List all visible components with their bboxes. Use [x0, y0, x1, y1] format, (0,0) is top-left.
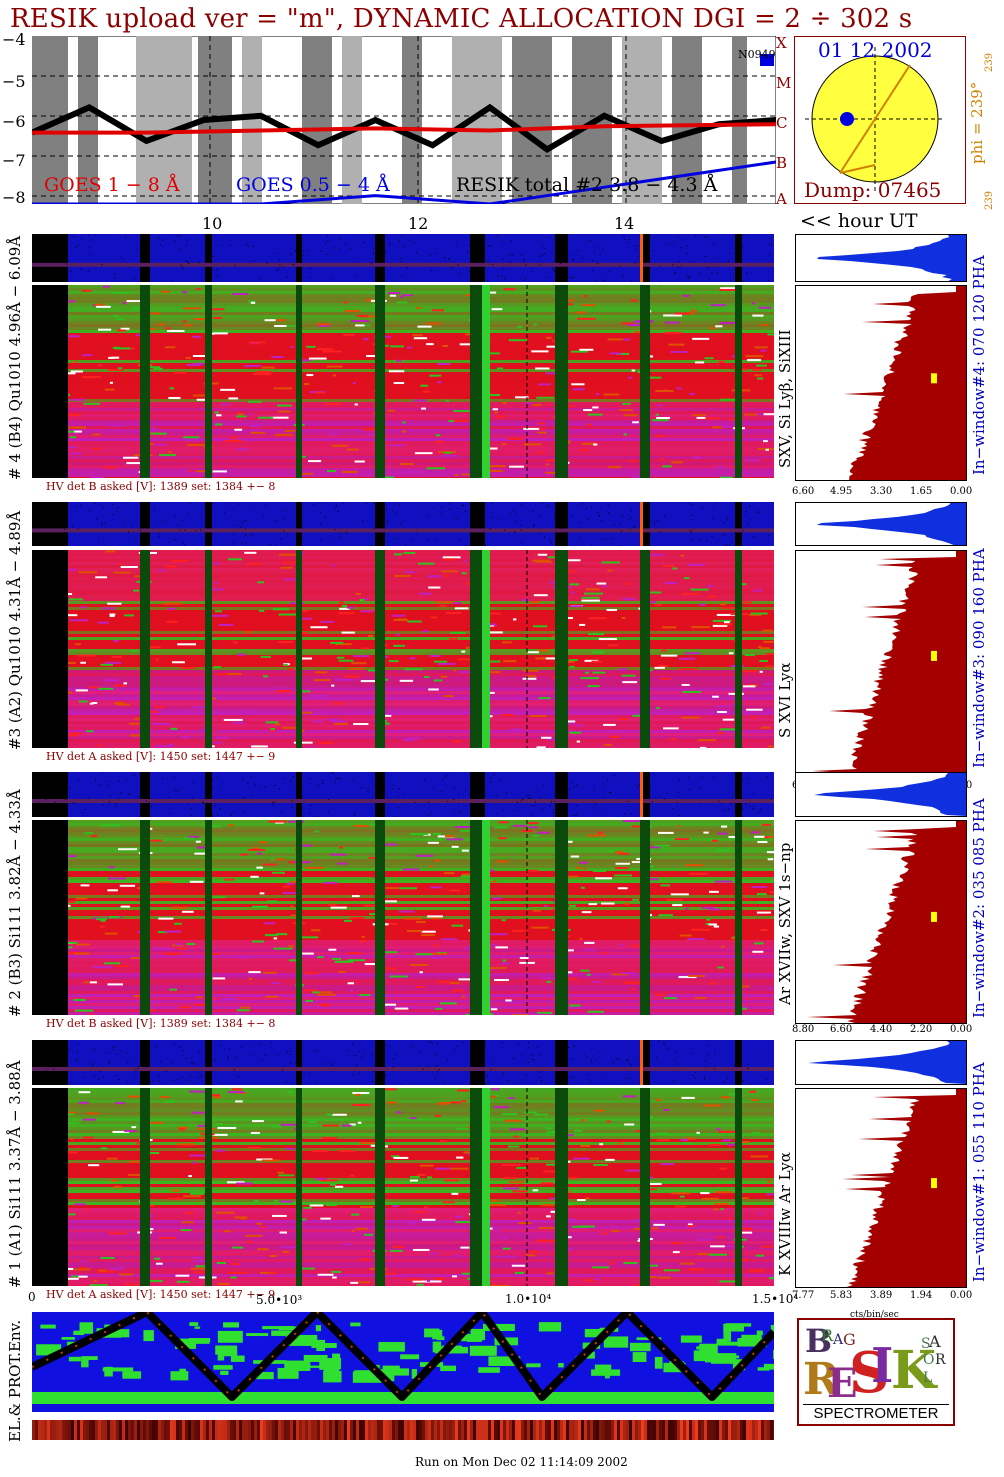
flare-class-labels: X M C B A: [776, 34, 792, 208]
spectrum-xtick: 8.80: [792, 1024, 815, 1035]
hour-tick: 14: [614, 214, 635, 233]
resik-logo: B R A G R E S I K S O L A R SPECTROMETER: [797, 1318, 955, 1426]
resik-total-line: [32, 103, 776, 153]
window-label: In−window#2: 035 085 PHA: [970, 798, 988, 1018]
legend-goes18: GOES 1 − 8 Å: [44, 174, 180, 196]
channel-spectrogram: [32, 285, 774, 478]
lines-label: K XVIIIw Ar Lyα: [776, 1152, 794, 1276]
goes-ytick: −7: [2, 151, 26, 170]
spectrum-xtick: 6.60: [830, 1024, 853, 1035]
goes054-line: [32, 160, 776, 204]
channel-strip: [32, 772, 774, 817]
side-pha-strip: [795, 772, 967, 817]
goes-ytick: −5: [2, 72, 26, 91]
sample-tick: 0: [28, 1290, 36, 1304]
goes-chart: [32, 36, 776, 204]
spectrum-xtick: 0.00: [950, 1290, 973, 1301]
spectrum-xtick: 3.89: [870, 1290, 893, 1301]
cts-label: cts/bin/sec: [850, 1310, 899, 1320]
side-pha-strip: [795, 1040, 967, 1085]
side-spectrum-hist: [795, 550, 967, 774]
side-spectrum-hist: [795, 1088, 967, 1288]
hour-tick: 12: [408, 214, 429, 233]
env-panel: [32, 1312, 774, 1412]
spectrum-xtick: 4.95: [830, 486, 853, 497]
hv-label: HV det A asked [V]: 1450 set: 1447 +− 9: [46, 1288, 276, 1301]
phi-small-top: 239: [984, 52, 995, 72]
spectrum-xtick: 7.77: [792, 1290, 815, 1301]
hour-tick: 10: [202, 214, 223, 233]
lines-label: SXV, Si Lyβ, SiXIII: [776, 329, 794, 468]
spectrum-xtick: 5.83: [830, 1290, 853, 1301]
class-x: X: [776, 34, 787, 52]
sample-tick: 5.0•10³: [256, 1293, 303, 1307]
class-m: M: [776, 74, 792, 92]
noaa-region: N0949: [738, 48, 776, 61]
goes-ytick: −4: [2, 30, 26, 49]
spectrum-xtick: 1.94: [910, 1290, 933, 1301]
goes-panel: [32, 36, 776, 204]
sun-disk: [795, 37, 965, 203]
hv-label: HV det B asked [V]: 1389 set: 1384 +− 8: [46, 1017, 276, 1030]
channel-strip: [32, 502, 774, 546]
side-pha-strip: [795, 502, 967, 546]
channel-label: #3 (A2) Qu1010 4.31Å − 4.89Å: [6, 510, 24, 750]
legend-goes054: GOES 0.5 − 4 Å: [236, 174, 390, 196]
spectrum-xtick: 3.30: [870, 486, 893, 497]
spectrum-xtick: 0.00: [950, 486, 973, 497]
side-spectrum-hist: [795, 285, 967, 481]
footer-run-info: Run on Mon Dec 02 11:14:09 2002: [415, 1455, 628, 1469]
channel-label: # 1 (A1) Si111 3.37Å − 3.88Å: [6, 1060, 24, 1288]
channel-label: # 2 (B3) Si111 3.82Å − 4.33Å: [6, 789, 24, 1017]
spectrum-xtick: 0.00: [950, 1024, 973, 1035]
env-chart: [32, 1312, 774, 1412]
channel-strip: [32, 1040, 774, 1085]
page-title: RESIK upload ver = "m", DYNAMIC ALLOCATI…: [10, 4, 913, 34]
channel-spectrogram: [32, 820, 774, 1015]
env-label: EL.& PROT.Env.: [6, 1319, 24, 1442]
spectrum-xtick: 4.40: [870, 1024, 893, 1035]
sun-panel: [794, 36, 966, 204]
spectrum-xtick: 2.20: [910, 1024, 933, 1035]
channel-spectrogram: [32, 550, 774, 748]
window-label: In−window#3: 090 160 PHA: [970, 548, 988, 768]
class-c: C: [776, 114, 788, 132]
phi-small-bottom: 239: [984, 190, 995, 210]
window-label: In−window#4: 070 120 PHA: [970, 255, 988, 475]
side-spectrum-hist: [795, 820, 967, 1024]
spectrum-xtick: 6.60: [792, 486, 815, 497]
goes18-line: [32, 122, 776, 135]
sample-tick: 1.0•10⁴: [505, 1292, 552, 1306]
sun-date: 01 12 2002: [818, 38, 933, 62]
hour-ut-label: << hour UT: [800, 210, 918, 232]
lines-label: Ar XVIIw, SXV 1s−np: [776, 842, 794, 1005]
legend-resik: RESIK total #2 3.8 − 4.3 Å: [456, 174, 718, 196]
channel-strip: [32, 234, 774, 282]
class-b: B: [776, 154, 788, 172]
lines-label: S XVI Lyα: [776, 662, 794, 738]
dump-number: Dump: 07465: [804, 178, 942, 202]
class-a: A: [776, 190, 787, 208]
sample-tick: 1.5•10⁴: [752, 1292, 799, 1306]
channel-spectrogram: [32, 1088, 774, 1286]
goes-ytick: −8: [2, 188, 26, 207]
hv-label: HV det A asked [V]: 1450 set: 1447 +− 9: [46, 750, 276, 763]
side-pha-strip: [795, 234, 967, 282]
channel-label: # 4 (B4) Qu1010 4.96Å − 6.09Å: [6, 235, 24, 480]
hv-label: HV det B asked [V]: 1389 set: 1384 +− 8: [46, 480, 276, 493]
spectrum-xtick: 1.65: [910, 486, 933, 497]
goes-ytick: −6: [2, 112, 26, 131]
phi-label: phi = 239°: [968, 81, 986, 164]
env-strip: [32, 1420, 774, 1440]
window-label: In−window#1: 055 110 PHA: [970, 1062, 988, 1282]
